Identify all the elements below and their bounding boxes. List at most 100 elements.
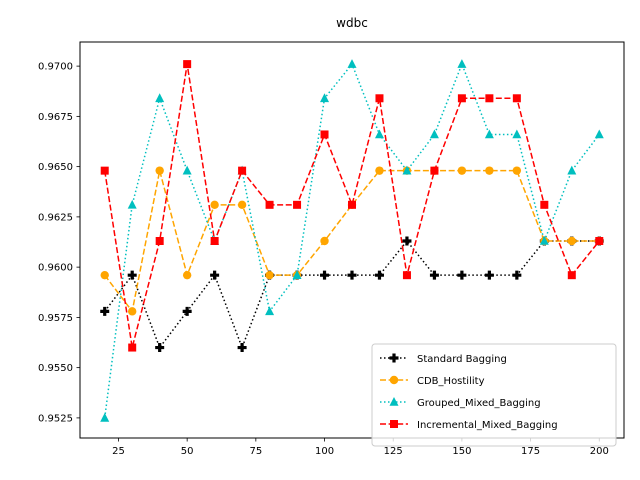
data-point [320,93,330,103]
data-point [100,306,110,316]
data-point [539,236,549,245]
data-point [375,94,384,103]
x-tick-label: 100 [315,446,334,457]
legend-box [371,343,617,447]
data-point [100,166,109,175]
data-point [485,166,494,175]
data-point [512,166,522,175]
data-point [155,93,165,103]
data-point [567,271,576,280]
y-tick-label: 0.9600 [38,263,73,274]
legend-marker [389,375,399,385]
data-point [375,166,384,175]
data-point [402,165,412,175]
data-point [484,129,494,139]
x-tick-label: 200 [590,446,609,457]
series-line-standard-bagging [104,239,600,350]
legend-marker [389,353,399,363]
y-tick-label: 0.9550 [38,363,73,374]
data-point [484,270,494,280]
legend-entry: Standard Bagging [380,353,507,365]
data-point [292,270,302,279]
data-point [402,271,411,280]
data-point [457,94,466,103]
data-point [512,270,522,280]
legend-label: Standard Bagging [417,354,507,365]
data-point [402,236,412,246]
chart-title: wdbc [336,16,368,30]
data-point [429,129,439,139]
x-tick-label: 25 [112,446,125,457]
legend-label: CDB_Hostility [417,376,485,387]
data-point [155,237,164,246]
data-point [210,270,220,280]
data-point [127,270,137,280]
data-point [182,165,192,175]
legend-entry: Grouped_Mixed_Bagging [380,397,541,409]
data-point [237,343,247,353]
y-tick-label: 0.9675 [38,112,73,123]
data-point [237,200,247,210]
data-point [457,59,467,68]
data-point [155,166,164,175]
data-point [238,166,247,175]
x-tick-label: 75 [249,446,262,457]
data-point [210,200,219,210]
data-point [320,130,329,139]
data-point [265,306,275,316]
legend-label: Grouped_Mixed_Bagging [417,398,541,409]
series-cdb-hostility [100,166,604,316]
data-point [265,200,274,209]
data-point [100,270,109,280]
data-point [429,270,439,280]
data-point [128,307,137,316]
legend: Standard Bagging CDB_Hostility Grouped_Mix… [371,343,617,447]
data-point [182,306,192,316]
legend-marker [390,420,398,428]
data-point [265,270,274,280]
data-point [183,60,192,69]
axes: 25 50 75 100 125 150 175 200 0.9525 0.9550 0.9575 0… [38,62,609,457]
data-point [430,166,439,175]
data-point [347,270,357,280]
y-tick-label: 0.9575 [38,313,73,324]
data-point [457,166,467,175]
data-point [594,129,604,139]
data-point [595,237,604,246]
series-incremental-mixed-bagging [100,60,604,352]
data-point [512,94,521,103]
y-tick-label: 0.9525 [38,413,73,424]
data-point [457,270,467,280]
data-point [155,343,165,353]
data-point [485,94,494,103]
data-point [128,343,137,352]
data-point [182,270,192,280]
legend-entry: Incremental_Mixed_Bagging [380,420,558,431]
x-tick-label: 50 [181,446,194,457]
data-point [512,129,522,139]
legend-entry: CDB_Hostility [380,375,485,387]
data-point [320,270,330,280]
data-point [567,165,577,175]
legend-label: Incremental_Mixed_Bagging [417,420,558,431]
plot-area [100,59,604,422]
data-point [293,200,302,209]
y-tick-label: 0.9625 [38,212,73,223]
data-point [347,59,357,68]
data-point [127,199,137,209]
data-point [348,200,356,209]
plot-frame [79,41,625,439]
data-point [320,236,329,246]
data-point [100,412,110,422]
x-tick-label: 175 [521,446,540,457]
data-point [567,236,576,246]
y-tick-label: 0.9700 [38,62,73,73]
data-point [374,270,384,280]
y-tick-label: 0.9650 [38,162,73,173]
x-tick-label: 125 [384,446,403,457]
data-point [210,237,219,246]
data-point [374,129,384,139]
data-point [540,200,549,209]
legend-marker [389,397,399,406]
